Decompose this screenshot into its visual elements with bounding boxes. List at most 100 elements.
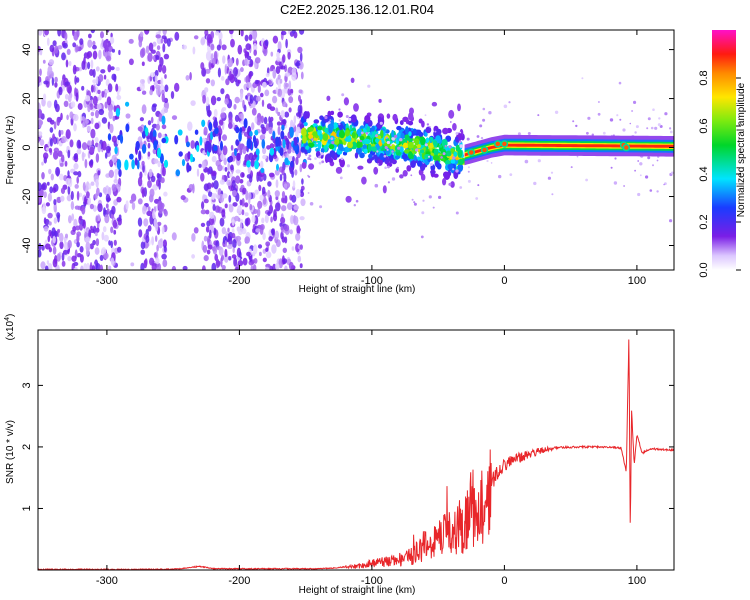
spectrogram-noise-blob <box>55 166 61 177</box>
spectrogram-noise-blob <box>161 226 165 235</box>
spectrogram-noise-blob <box>171 232 177 241</box>
spectrogram-signal-blob <box>361 176 367 185</box>
spectrogram-noise-blob <box>227 162 230 172</box>
spectrogram-noise-blob <box>44 30 49 36</box>
spectrogram-noise-blob <box>260 115 264 124</box>
spectrogram-noise-blob <box>196 168 200 177</box>
spectrogram-noise-blob <box>163 191 168 197</box>
spectrogram-noise-blob <box>274 190 280 198</box>
spectrogram-noise-blob <box>259 194 264 201</box>
spectrogram-noise-blob <box>280 130 285 140</box>
spectrogram-noise-blob <box>222 193 228 199</box>
spectrogram-noise-blob <box>299 52 303 62</box>
spectrogram-noise-blob <box>101 90 105 96</box>
spectrogram-noise-blob <box>266 103 272 110</box>
spectrogram-noise-blob <box>257 84 261 93</box>
spectrogram-noise-blob <box>181 159 186 167</box>
spectrogram-noise-blob <box>102 187 107 194</box>
spectrogram-noise-blob <box>280 110 285 119</box>
spectrogram-signal-blob <box>392 113 398 122</box>
spectrogram-halo-dot <box>477 184 480 187</box>
spectrogram-halo-dot <box>482 107 486 111</box>
spectrogram-signal-blob <box>301 129 307 137</box>
spectrogram-signal-blob <box>391 129 395 138</box>
spectrogram-halo-dot <box>572 120 575 123</box>
spectrogram-noise-blob <box>84 158 88 169</box>
spectrogram-noise-blob <box>116 139 120 145</box>
spectrogram-noise-blob <box>65 59 69 68</box>
spectrogram-noise-blob <box>244 218 249 227</box>
spectrogram-noise-blob <box>155 123 160 131</box>
spectrogram-noise-blob <box>248 192 252 201</box>
spectrogram-halo-dot <box>329 119 332 121</box>
spectrogram-noise-blob <box>280 217 286 224</box>
spectrogram-frame <box>37 29 675 271</box>
snr-xtick-label: 0 <box>501 575 507 587</box>
spectrogram-noise-blob <box>253 258 258 264</box>
spectrogram-halo-dot <box>386 148 389 151</box>
spectrogram-noise-blob <box>60 195 65 202</box>
spectrogram-noise-blob <box>87 39 93 48</box>
spectrogram-noise-blob <box>44 265 49 270</box>
spectrogram-signal-blob <box>330 119 334 126</box>
spectrogram-noise-blob <box>203 198 209 204</box>
spectrogram-noise-blob <box>100 31 104 39</box>
spectrogram-noise-blob <box>235 139 240 147</box>
spectrogram-noise-blob <box>268 172 275 178</box>
spectrogram-noise-blob <box>272 35 279 44</box>
spectrogram-signal-blob <box>353 103 359 112</box>
spectrogram-noise-blob <box>57 45 63 50</box>
spectrogram-noise-blob <box>161 253 167 260</box>
spectrogram-noise-blob <box>240 120 245 125</box>
spectrogram-signal-blob <box>408 152 414 159</box>
spectrogram-halo-dot <box>365 132 369 135</box>
spectrogram-noise-blob <box>140 241 146 250</box>
spectrogram-halo-dot <box>586 131 589 135</box>
spectrogram-noise-blob <box>201 160 206 170</box>
spectrogram-noise-blob <box>41 244 45 251</box>
spectrogram-noise-blob <box>219 217 225 227</box>
spectrogram-halo-dot <box>458 140 462 144</box>
spectrogram-signal-blob <box>406 165 412 172</box>
spectrogram-noise-blob <box>299 30 305 35</box>
spectrogram-noise-blob <box>102 226 107 233</box>
spectrogram-noise-blob <box>198 163 202 168</box>
spectrogram-noise-blob <box>79 246 84 253</box>
spectrogram-noise-blob <box>43 93 47 101</box>
spectrogram-noise-blob <box>221 107 227 111</box>
spectrogram-noise-blob <box>191 254 196 259</box>
spectrogram-noise-blob <box>135 140 140 151</box>
spectrogram-noise-blob <box>283 183 288 189</box>
spectrogram-halo-dot <box>517 132 521 136</box>
spectrogram-noise-blob <box>85 95 91 102</box>
spectrogram-noise-blob <box>87 61 91 70</box>
spectrogram-noise-blob <box>187 165 192 172</box>
spectrogram-noise-blob <box>232 190 237 197</box>
spectrogram-noise-blob <box>210 95 217 106</box>
spectrogram-noise-blob <box>220 140 223 151</box>
snr-frame <box>37 329 675 571</box>
spectrogram-noise-blob <box>210 131 214 140</box>
spectrogram-noise-blob <box>155 235 158 243</box>
spectrogram-noise-blob <box>67 256 72 262</box>
spectrogram-signal-blob <box>401 153 408 160</box>
spectrogram-noise-blob <box>66 114 69 121</box>
spectrogram-noise-blob <box>110 32 113 39</box>
spectrogram-noise-blob <box>245 43 251 51</box>
spectrogram-noise-blob <box>224 167 228 172</box>
spectrogram-signal-blob <box>301 161 307 169</box>
spectrogram-noise-blob <box>110 240 113 249</box>
spectrogram-noise-blob <box>151 236 155 246</box>
spectrogram-noise-blob <box>233 257 238 267</box>
spectrogram-noise-blob <box>262 232 266 240</box>
spectrogram-halo-dot <box>635 125 639 129</box>
spectrogram-noise-blob <box>147 180 152 189</box>
spectrogram-noise-blob <box>53 138 56 145</box>
spectrogram-noise-blob <box>220 88 225 95</box>
spectrogram-noise-blob <box>177 129 183 136</box>
spectrogram-noise-blob <box>113 229 117 235</box>
spectrogram-noise-blob <box>81 151 85 162</box>
spectrogram-carrier <box>464 134 674 166</box>
spectrogram-halo-dot <box>410 174 413 177</box>
spectrogram-noise-blob <box>193 227 199 234</box>
